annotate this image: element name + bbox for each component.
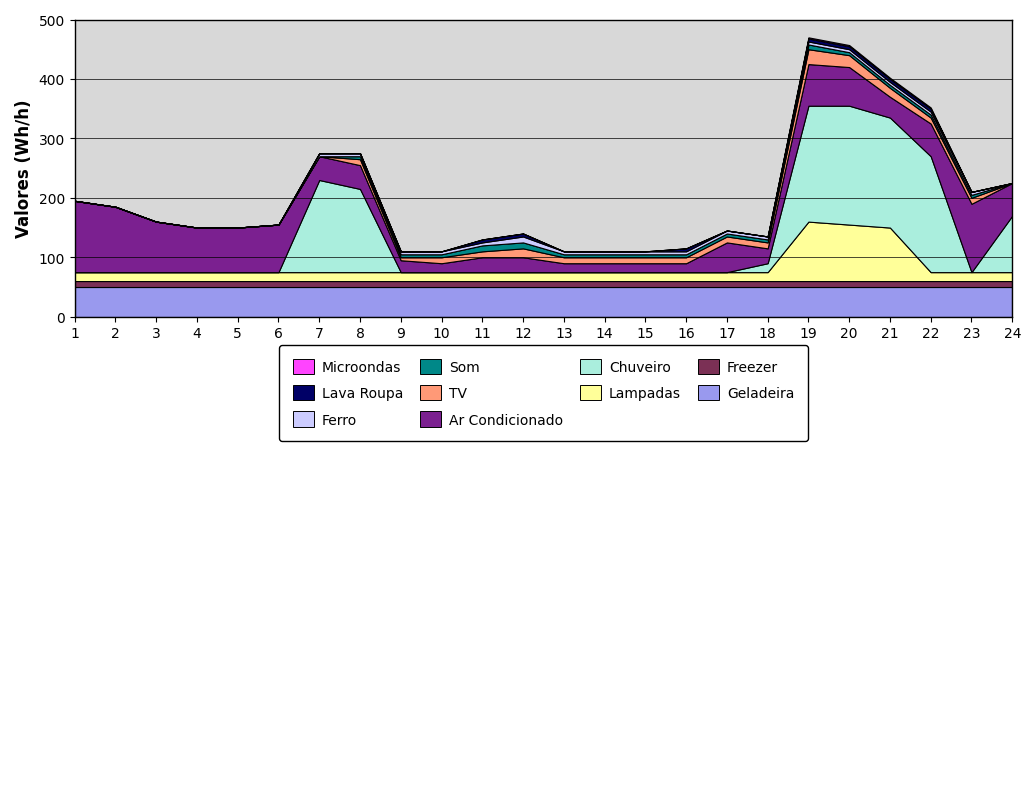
Y-axis label: Valores (Wh/h): Valores (Wh/h) [15,100,33,238]
X-axis label: Horas: Horas [514,346,573,365]
Legend: Microondas, Lava Roupa, Ferro, Som, TV, Ar Condicionado, Chuveiro, Lampadas,  , : Microondas, Lava Roupa, Ferro, Som, TV, … [279,345,808,441]
